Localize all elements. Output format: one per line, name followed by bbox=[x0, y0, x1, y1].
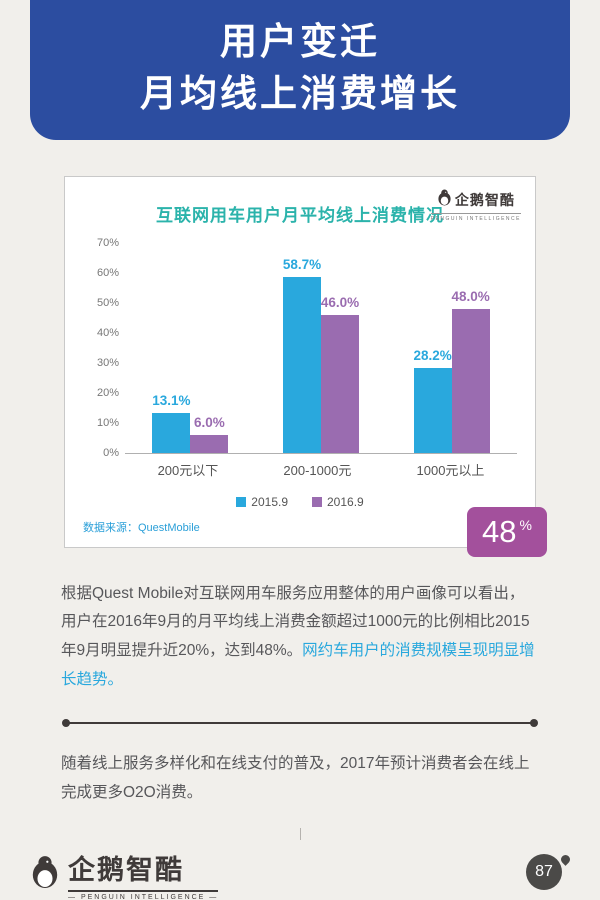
card-brand-row: 企鹅智酷 bbox=[431, 189, 521, 211]
bar-2015.9: 13.1% bbox=[152, 393, 190, 453]
section-divider bbox=[62, 719, 538, 728]
card-brand-subtitle: PENGUIN INTELLIGENCE bbox=[430, 212, 521, 222]
paragraph-1-highlight: 网约车用户的消费规模呈现明显增长趋势。 bbox=[61, 641, 535, 688]
bar-value-label: 58.7% bbox=[282, 256, 322, 272]
badge-unit: % bbox=[519, 516, 532, 533]
penguin-icon bbox=[437, 189, 452, 211]
legend-item: 2016.9 bbox=[312, 495, 364, 509]
chart-title: 互联网用车用户月平均线上消费情况 bbox=[156, 205, 444, 225]
bar-group: 58.7% 46.0% bbox=[283, 257, 359, 453]
bar-2016.9: 48.0% bbox=[452, 289, 490, 453]
category-label: 1000元以上 bbox=[416, 462, 485, 478]
bar-2016.9: 6.0% bbox=[190, 415, 229, 453]
chart-yticks: 0% 10% 20% 30% 40% 50% 60% 70% bbox=[83, 237, 119, 459]
category-label: 200元以下 bbox=[157, 462, 219, 478]
y-axis-tick-label: 10% bbox=[96, 416, 119, 429]
bar-chart: 0% 10% 20% 30% 40% 50% 60% 70% 13.1% 6.0% 58.7% 46… bbox=[83, 237, 517, 509]
page-number-badge: 87 bbox=[526, 853, 572, 894]
paragraph-1-text: 根据Quest Mobile对互联网用车服务应用整体的用户画像可以看出，用户在2… bbox=[61, 584, 530, 659]
footer-brand-subtitle: — PENGUIN INTELLIGENCE — bbox=[68, 889, 219, 900]
y-axis-tick-label: 30% bbox=[96, 356, 119, 369]
header-banner: 用户变迁 月均线上消费增长 bbox=[30, 0, 570, 140]
penguin-icon bbox=[30, 855, 60, 894]
card-brand-name: 企鹅智酷 bbox=[454, 191, 515, 208]
y-axis-tick-label: 60% bbox=[96, 266, 119, 279]
legend-item: 2015.9 bbox=[236, 495, 288, 509]
bar-value-label: 13.1% bbox=[152, 393, 191, 409]
footer-divider-tick bbox=[299, 827, 301, 840]
legend-swatch bbox=[236, 496, 247, 507]
y-axis-tick-label: 0% bbox=[103, 446, 119, 459]
bar-group: 28.2% 48.0% bbox=[414, 289, 490, 453]
footer-brand-logo: 企鹅智酷 — PENGUIN INTELLIGENCE — bbox=[30, 848, 219, 900]
bar-value-label: 48.0% bbox=[451, 288, 490, 304]
page-number: 87 bbox=[526, 854, 562, 891]
comma-icon bbox=[559, 853, 572, 866]
chart-legend: 2015.9 2016.9 bbox=[83, 495, 517, 509]
footer-brand-name: 企鹅智酷 bbox=[68, 854, 184, 885]
bar-2016.9: 46.0% bbox=[321, 295, 359, 453]
y-axis-tick-label: 40% bbox=[96, 326, 119, 339]
category-label: 200-1000元 bbox=[283, 462, 352, 478]
y-axis-tick-label: 20% bbox=[96, 386, 119, 399]
legend-swatch bbox=[312, 496, 322, 507]
badge-value: 48 bbox=[482, 513, 517, 549]
bar-value-label: 46.0% bbox=[320, 294, 360, 310]
footer: 企鹅智酷 — PENGUIN INTELLIGENCE — 87 bbox=[30, 848, 572, 900]
body-paragraph-2: 随着线上服务多样化和在线支付的普及，2017年预计消费者会在线上完成更多O2O消… bbox=[61, 755, 530, 801]
bar-value-label: 6.0% bbox=[193, 414, 225, 430]
bar-2015.9: 58.7% bbox=[283, 257, 321, 453]
chart-plot: 13.1% 6.0% 58.7% 46.0% 28.2% 48.0% bbox=[125, 243, 517, 454]
chart-categories: 200元以下 200-1000元 1000元以上 bbox=[125, 460, 517, 479]
highlight-badge: 48 % bbox=[467, 506, 547, 557]
data-source-label: 数据来源：QuestMobile bbox=[83, 521, 200, 534]
footer-brand-block: 企鹅智酷 — PENGUIN INTELLIGENCE — bbox=[68, 848, 219, 900]
bar-group: 13.1% 6.0% bbox=[152, 393, 229, 453]
header-title-line1: 用户变迁 bbox=[220, 21, 380, 62]
body-paragraph-1: 根据Quest Mobile对互联网用车服务应用整体的用户画像可以看出，用户在2… bbox=[61, 580, 539, 695]
chart-card: 互联网用车用户月平均线上消费情况 企鹅智酷 PENGUIN INTELLIGEN… bbox=[64, 175, 547, 557]
bar-value-label: 28.2% bbox=[413, 348, 452, 363]
header-title-line2: 月均线上消费增长 bbox=[140, 72, 460, 114]
y-axis-tick-label: 70% bbox=[96, 236, 119, 249]
y-axis-tick-label: 50% bbox=[96, 296, 119, 309]
card-brand-logo: 企鹅智酷 PENGUIN INTELLIGENCE bbox=[430, 189, 521, 222]
bar-2015.9: 28.2% bbox=[414, 348, 452, 453]
